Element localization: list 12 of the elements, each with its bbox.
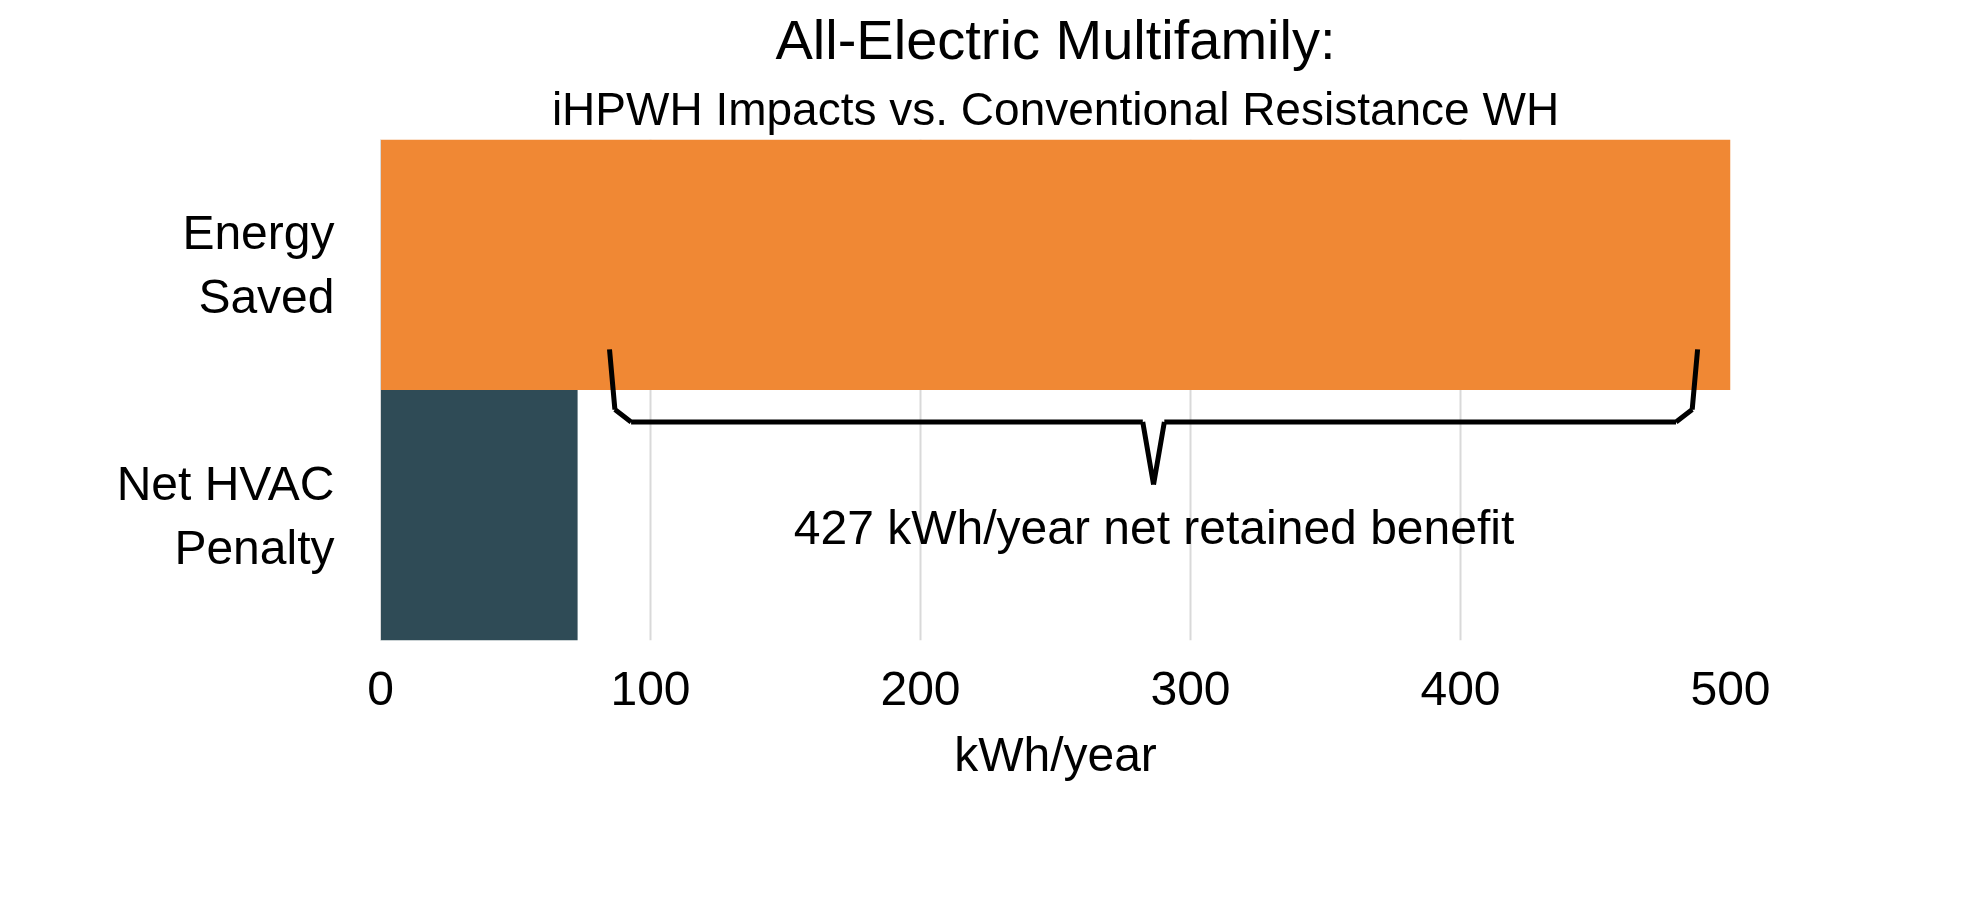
x-axis-title: kWh/year — [954, 727, 1157, 781]
x-tick-label: 100 — [610, 661, 691, 715]
x-tick-label: 300 — [1150, 661, 1231, 715]
x-tick-label: 400 — [1420, 661, 1501, 715]
x-tick-label: 500 — [1690, 661, 1771, 715]
x-tick-label: 200 — [880, 661, 961, 715]
chart-title: All-Electric Multifamily: — [775, 7, 1336, 71]
y-tick-label: Net HVAC Penalty — [116, 456, 335, 574]
y-tick-label: Energy Saved — [182, 206, 335, 324]
x-tick-label: 0 — [367, 661, 394, 715]
chart-subtitle: iHPWH Impacts vs. Conventional Resistance WH — [551, 82, 1560, 135]
annotation: 427 kWh/year net retained benefit — [793, 501, 1515, 555]
